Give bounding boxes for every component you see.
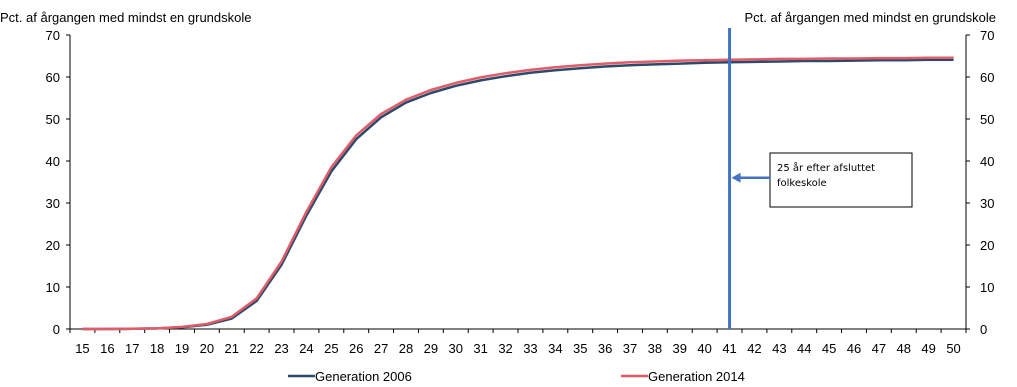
- x-tick-label: 31: [473, 341, 487, 356]
- x-tick-label: 44: [797, 341, 811, 356]
- axis-ticks: 0 0 10 10 20 20 30 30 40 40 50 50 60 60 70 70 15 16 17 18 19…: [46, 28, 995, 356]
- x-tick-label: 35: [573, 341, 587, 356]
- x-tick-label: 36: [598, 341, 612, 356]
- y-tick-label-left: 40: [46, 154, 60, 169]
- x-tick-label: 19: [175, 341, 189, 356]
- series-line-1: [82, 58, 954, 331]
- y-tick-label-right: 20: [980, 238, 994, 253]
- x-tick-label: 18: [150, 341, 164, 356]
- annotation-text-line: 25 år efter afsluttet: [777, 161, 875, 174]
- x-tick-label: 40: [697, 341, 711, 356]
- y-tick-label-left: 60: [46, 70, 60, 85]
- y-tick-label-right: 50: [980, 112, 994, 127]
- x-tick-label: 50: [946, 341, 960, 356]
- x-tick-label: 17: [125, 341, 139, 356]
- series-lines: [82, 56, 954, 331]
- x-tick-label: 22: [249, 341, 263, 356]
- x-tick-label: 42: [747, 341, 761, 356]
- y-tick-label-right: 10: [980, 280, 994, 295]
- x-tick-label: 33: [523, 341, 537, 356]
- legend-label-1: Generation 2006: [315, 369, 412, 384]
- annotation-arrow-head: [731, 172, 741, 183]
- y-axis-title-left: Pct. af årgangen med mindst en grundskol…: [0, 10, 251, 25]
- x-tick-label: 48: [897, 341, 911, 356]
- annotation-box: [769, 152, 913, 208]
- legend: Generation 2006 Generation 2014: [288, 369, 745, 384]
- x-tick-label: 49: [921, 341, 935, 356]
- y-axis-title-right: Pct. af årgangen med mindst en grundskol…: [745, 10, 996, 25]
- y-tick-label-right: 0: [980, 322, 987, 337]
- y-tick-label-left: 50: [46, 112, 60, 127]
- x-tick-label: 34: [548, 341, 562, 356]
- x-tick-label: 28: [399, 341, 413, 356]
- y-tick-label-right: 70: [980, 28, 994, 43]
- y-tick-label-left: 0: [53, 322, 60, 337]
- x-tick-label: 41: [722, 341, 736, 356]
- x-tick-label: 24: [299, 341, 313, 356]
- y-tick-label-right: 40: [980, 154, 994, 169]
- x-tick-label: 29: [424, 341, 438, 356]
- x-tick-label: 43: [772, 341, 786, 356]
- x-tick-label: 27: [374, 341, 388, 356]
- x-tick-label: 16: [100, 341, 114, 356]
- x-tick-label: 20: [200, 341, 214, 356]
- x-tick-label: 25: [324, 341, 338, 356]
- x-tick-label: 38: [648, 341, 662, 356]
- y-tick-label-left: 30: [46, 196, 60, 211]
- annotation-text-line: folkeskole: [777, 178, 827, 189]
- x-tick-label: 15: [75, 341, 89, 356]
- x-tick-label: 23: [274, 341, 288, 356]
- series-line-2: [82, 56, 954, 331]
- x-tick-label: 26: [349, 341, 363, 356]
- x-tick-label: 30: [449, 341, 463, 356]
- x-tick-label: 46: [847, 341, 861, 356]
- y-tick-label-right: 30: [980, 196, 994, 211]
- y-tick-label-left: 10: [46, 280, 60, 295]
- vertical-marker: 25 år efter afsluttet folkeskole: [728, 28, 913, 329]
- x-tick-label: 21: [225, 341, 239, 356]
- y-tick-label-left: 70: [46, 28, 60, 43]
- x-tick-label: 39: [673, 341, 687, 356]
- x-tick-label: 37: [623, 341, 637, 356]
- y-tick-label-left: 20: [46, 238, 60, 253]
- legend-label-2: Generation 2014: [648, 369, 745, 384]
- x-tick-label: 47: [872, 341, 886, 356]
- y-tick-label-right: 60: [980, 70, 994, 85]
- x-tick-label: 45: [822, 341, 836, 356]
- x-tick-label: 32: [498, 341, 512, 356]
